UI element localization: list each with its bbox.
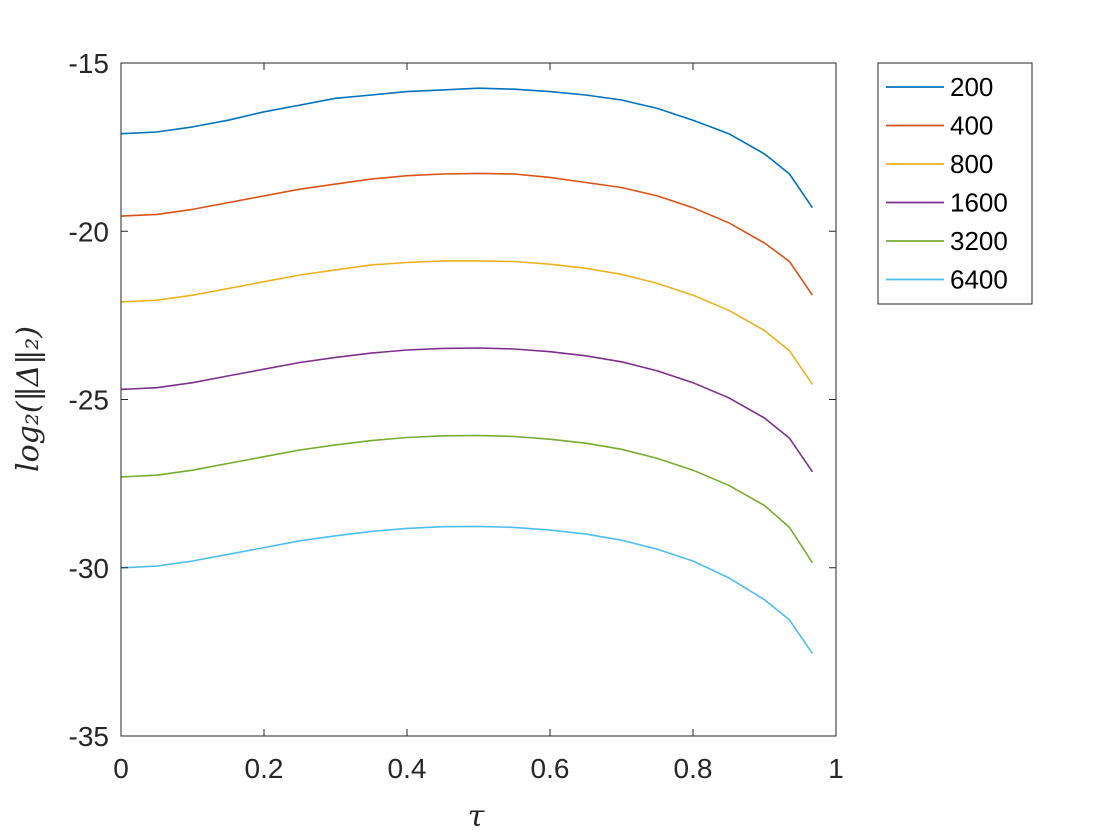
legend-label: 200 — [950, 72, 993, 102]
legend: 200 400 800 1600 3200 6400 — [877, 62, 1033, 305]
y-tick-label: -20 — [69, 216, 109, 247]
x-axis-label: τ — [468, 799, 485, 834]
legend-label: 400 — [950, 111, 993, 141]
x-tick-label: 0.2 — [245, 753, 284, 784]
legend-label: 1600 — [950, 188, 1008, 218]
series-line-400 — [120, 172, 814, 296]
x-tick-label: 0.4 — [388, 753, 427, 784]
axis-ticks: 0 0.2 0.4 0.6 0.8 1 -15 -20 -25 -30 -35 — [69, 48, 844, 784]
y-tick-label: -30 — [69, 553, 109, 584]
x-tick-label: 0.6 — [531, 753, 570, 784]
y-tick-label: -35 — [69, 721, 109, 752]
x-tick-label: 1 — [828, 753, 844, 784]
series-line-3200 — [120, 434, 814, 564]
series-line-800 — [120, 260, 814, 385]
plot-lines — [120, 87, 814, 655]
legend-box — [877, 62, 1033, 305]
y-tick-label: -25 — [69, 385, 109, 416]
series-line-200 — [120, 87, 814, 209]
y-tick-label: -15 — [69, 48, 109, 79]
series-line-6400 — [120, 525, 814, 655]
series-line-1600 — [120, 347, 814, 473]
y-axis-label: log₂(‖Δ‖₂) — [11, 326, 46, 472]
legend-label: 800 — [950, 149, 993, 179]
legend-label: 6400 — [950, 265, 1008, 295]
legend-label: 3200 — [950, 226, 1008, 256]
x-tick-label: 0.8 — [674, 753, 713, 784]
x-tick-label: 0 — [113, 753, 129, 784]
axes-box — [120, 62, 837, 737]
